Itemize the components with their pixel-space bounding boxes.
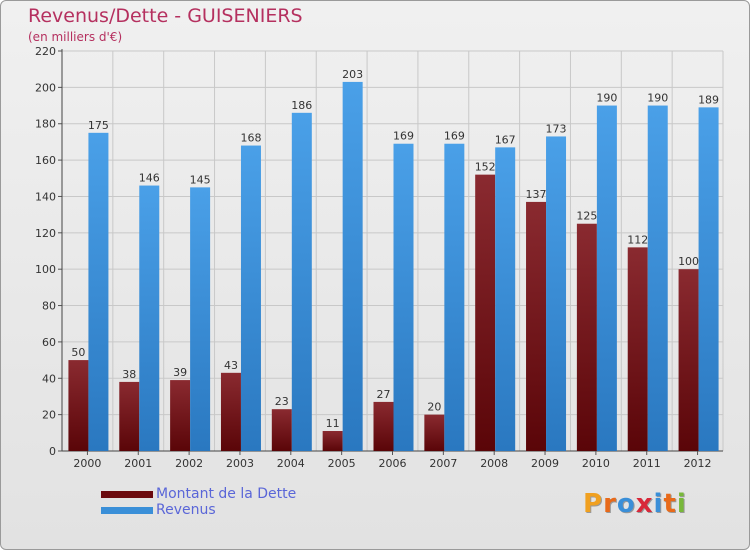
bar-dette xyxy=(627,247,648,451)
legend-swatch-dette xyxy=(101,491,153,498)
bar-dette xyxy=(220,372,241,451)
legend-label-dette: Montant de la Dette xyxy=(156,486,297,502)
y-tick-label: 160 xyxy=(35,154,56,167)
data-label-revenus: 168 xyxy=(240,132,261,145)
chart-subtitle: (en milliers d'€) xyxy=(28,30,123,44)
bar-dette xyxy=(68,360,89,451)
bar-revenus xyxy=(647,105,668,451)
data-label-dette: 125 xyxy=(576,210,597,223)
data-labels: 50 175 38 146 39 145 43 168 23 186 11 203 27 169 20 169… xyxy=(71,68,719,430)
data-label-revenus: 189 xyxy=(698,93,719,106)
x-tick-label: 2004 xyxy=(277,457,305,470)
data-label-dette: 39 xyxy=(173,366,187,379)
logo-letter: P xyxy=(583,489,604,519)
data-label-dette: 20 xyxy=(427,401,441,414)
y-tick-label: 220 xyxy=(35,45,56,58)
bar-dette xyxy=(322,431,343,451)
bar-revenus xyxy=(342,81,363,451)
x-tick-label: 2000 xyxy=(73,457,101,470)
data-label-dette: 11 xyxy=(326,417,340,430)
data-label-dette: 137 xyxy=(526,188,547,201)
bar-dette xyxy=(373,401,394,451)
x-tick-label: 2008 xyxy=(480,457,508,470)
data-label-dette: 38 xyxy=(122,368,136,381)
data-label-revenus: 146 xyxy=(139,172,160,185)
y-tick-label: 100 xyxy=(35,263,56,276)
legend-label-revenus: Revenus xyxy=(156,502,216,518)
x-tick-label: 2012 xyxy=(684,457,712,470)
logo-letter: i xyxy=(676,489,687,519)
y-tick-label: 120 xyxy=(35,227,56,240)
bar-revenus xyxy=(240,145,261,451)
data-label-revenus: 169 xyxy=(444,130,465,143)
y-tick-label: 200 xyxy=(35,81,56,94)
data-label-revenus: 169 xyxy=(393,130,414,143)
x-tick-label: 2011 xyxy=(633,457,661,470)
bar-revenus xyxy=(393,143,414,451)
data-label-revenus: 173 xyxy=(546,122,567,135)
data-label-revenus: 145 xyxy=(190,173,211,186)
data-label-revenus: 203 xyxy=(342,68,363,81)
legend-swatch-revenus xyxy=(101,507,153,514)
bar-revenus xyxy=(444,143,465,451)
data-label-dette: 50 xyxy=(71,346,85,359)
x-tick-label: 2005 xyxy=(328,457,356,470)
y-tick-label: 60 xyxy=(42,336,56,349)
bar-revenus xyxy=(291,112,312,452)
logo-letter: o xyxy=(616,489,636,519)
y-tick-label: 180 xyxy=(35,118,56,131)
x-tick-label: 2001 xyxy=(124,457,152,470)
logo-letter: r xyxy=(603,489,617,519)
x-tick-label: 2002 xyxy=(175,457,203,470)
bar-dette xyxy=(170,380,191,451)
y-tick-label: 20 xyxy=(42,409,56,422)
proxiti-logo: Proxiti xyxy=(583,489,687,519)
y-tick-label: 140 xyxy=(35,190,56,203)
y-tick-label: 0 xyxy=(49,445,56,458)
data-label-revenus: 190 xyxy=(596,92,617,105)
data-label-dette: 152 xyxy=(475,161,496,174)
data-label-revenus: 186 xyxy=(291,99,312,112)
bar-dette xyxy=(526,201,547,451)
grid-lines xyxy=(61,50,724,452)
data-label-dette: 23 xyxy=(275,395,289,408)
x-tick-label: 2003 xyxy=(226,457,254,470)
x-tick-label: 2009 xyxy=(531,457,559,470)
bar-revenus xyxy=(139,185,160,451)
bar-revenus xyxy=(546,136,567,452)
data-label-dette: 27 xyxy=(377,388,391,401)
x-tick-label: 2010 xyxy=(582,457,610,470)
logo-letter: x xyxy=(635,489,654,519)
x-tick-label: 2006 xyxy=(379,457,407,470)
data-label-revenus: 175 xyxy=(88,119,109,132)
bar-revenus xyxy=(88,132,109,451)
bars xyxy=(68,81,719,452)
data-label-dette: 43 xyxy=(224,359,238,372)
data-label-dette: 112 xyxy=(627,233,648,246)
data-label-revenus: 167 xyxy=(495,133,516,146)
chart-title: Revenus/Dette - GUISENIERS xyxy=(28,5,303,27)
bar-revenus xyxy=(495,147,516,451)
bar-dette xyxy=(678,269,699,451)
bar-dette xyxy=(475,174,496,452)
bar-revenus xyxy=(698,107,719,451)
y-tick-label: 80 xyxy=(42,300,56,313)
data-label-revenus: 190 xyxy=(647,92,668,105)
bar-dette xyxy=(424,414,445,451)
x-tick-label: 2007 xyxy=(429,457,457,470)
data-label-dette: 100 xyxy=(678,255,699,268)
logo-letter: t xyxy=(663,489,677,519)
bar-revenus xyxy=(596,105,617,451)
bar-revenus xyxy=(190,187,211,451)
bar-dette xyxy=(576,223,597,451)
bar-dette xyxy=(271,409,292,451)
bar-dette xyxy=(119,381,140,451)
logo-letter: i xyxy=(653,489,664,519)
y-tick-label: 40 xyxy=(42,372,56,385)
